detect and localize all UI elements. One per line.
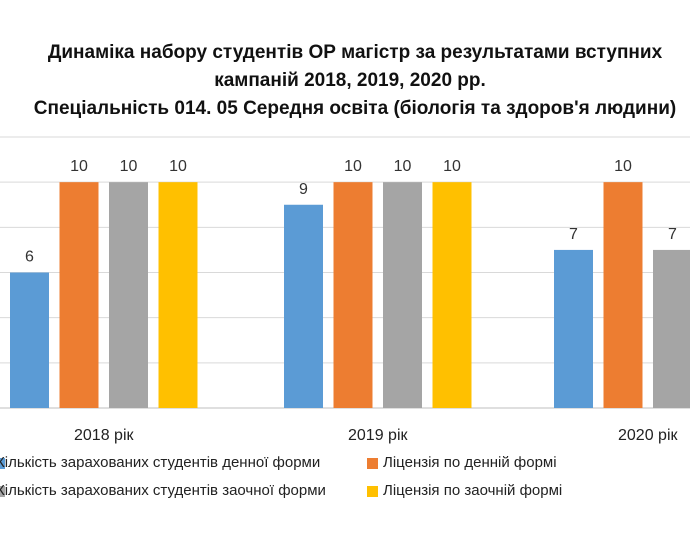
bar-2-3: [603, 182, 643, 408]
legend-swatch-series-2: [367, 458, 378, 469]
legend-label-series-1: Кількість зарахованих студентів денної ф…: [0, 454, 321, 471]
data-label: 6: [25, 249, 34, 266]
bar-4-2: [432, 182, 472, 408]
bar-1-2: [284, 204, 323, 408]
legend-label-series-2: Ліцензія по денній формі: [383, 454, 557, 471]
data-label: 7: [569, 226, 578, 243]
data-label: 10: [120, 158, 138, 175]
bar-3-3: [653, 249, 690, 408]
data-label: 7: [668, 226, 677, 243]
x-tick-label: 2019 рік: [348, 427, 408, 444]
x-tick-label: 2020 рік: [618, 427, 678, 444]
data-label: 10: [169, 158, 187, 175]
data-label: 10: [614, 158, 632, 175]
data-label: 10: [394, 158, 412, 175]
data-label: 10: [70, 158, 88, 175]
legend-swatch-series-1: [0, 458, 5, 469]
chart-title-line-2: кампаній 2018, 2019, 2020 рр.: [214, 70, 486, 91]
bar-1-1: [10, 272, 49, 408]
x-tick-label: 2018 рік: [74, 427, 134, 444]
chart-title-line-3: Спеціальність 014. 05 Середня освіта (бі…: [33, 98, 677, 119]
chart-title-line-1: Динаміка набору студентів ОР магістр за …: [47, 42, 663, 63]
legend-swatch-series-4: [367, 486, 378, 497]
bar-4-1: [158, 182, 198, 408]
bar-1-3: [554, 249, 593, 408]
legend-swatch-series-3: [0, 486, 5, 497]
legend-label-series-3: Кількість зарахованих студентів заочної …: [0, 482, 326, 499]
bar-3-2: [383, 182, 422, 408]
bar-3-1: [109, 182, 148, 408]
data-label: 10: [443, 158, 461, 175]
data-label: 10: [344, 158, 362, 175]
bar-2-1: [59, 182, 99, 408]
data-label: 9: [299, 181, 308, 198]
legend-label-series-4: Ліцензія по заочній формі: [383, 482, 563, 499]
bar-2-2: [333, 182, 373, 408]
